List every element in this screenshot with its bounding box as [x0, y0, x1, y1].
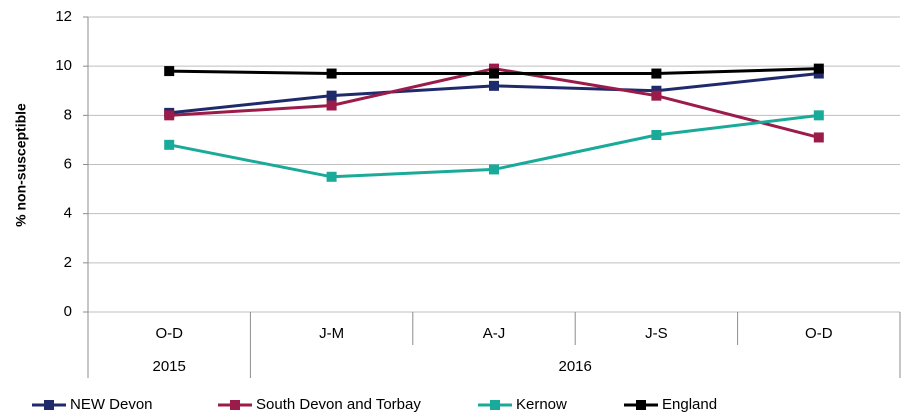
- data-point: [813, 132, 824, 143]
- y-tick-label: 4: [64, 205, 72, 222]
- series-line: [169, 72, 819, 115]
- data-point: [326, 68, 337, 79]
- legend-label: Kernow: [516, 396, 567, 413]
- data-point: [489, 164, 499, 175]
- data-point: [326, 90, 337, 101]
- data-point: [651, 90, 662, 101]
- data-point: [164, 66, 175, 77]
- y-tick-label: 12: [55, 8, 72, 25]
- y-tick-label: 6: [64, 155, 72, 172]
- data-point: [813, 63, 824, 74]
- x-tick-label: O-D: [805, 325, 833, 342]
- y-tick-label: 8: [64, 106, 72, 123]
- x-tick-label: J-S: [645, 325, 668, 342]
- y-tick-label: 2: [64, 254, 72, 271]
- data-point: [326, 100, 337, 111]
- data-point: [813, 110, 824, 121]
- x-tick-label: J-M: [319, 325, 344, 342]
- y-tick-label: 10: [55, 57, 72, 74]
- y-tick-label: 0: [64, 303, 72, 320]
- legend-marker: [636, 400, 646, 410]
- data-point: [164, 139, 175, 150]
- legend-marker: [230, 400, 240, 410]
- data-point: [489, 80, 499, 91]
- legend-label: NEW Devon: [70, 396, 153, 413]
- legend-label: South Devon and Torbay: [256, 396, 421, 413]
- data-point: [489, 68, 499, 79]
- x-tick-label: O-D: [155, 325, 183, 342]
- x-group-label: 2016: [559, 358, 592, 375]
- y-axis-title: % non-susceptible: [13, 103, 29, 227]
- legend-label: England: [662, 396, 717, 413]
- x-tick-label: A-J: [483, 325, 506, 342]
- data-point: [651, 68, 662, 79]
- data-point: [326, 171, 337, 182]
- legend-marker: [44, 400, 54, 410]
- x-group-label: 2015: [153, 358, 186, 375]
- data-point: [651, 130, 662, 140]
- data-point: [164, 110, 175, 121]
- legend-marker: [490, 400, 500, 410]
